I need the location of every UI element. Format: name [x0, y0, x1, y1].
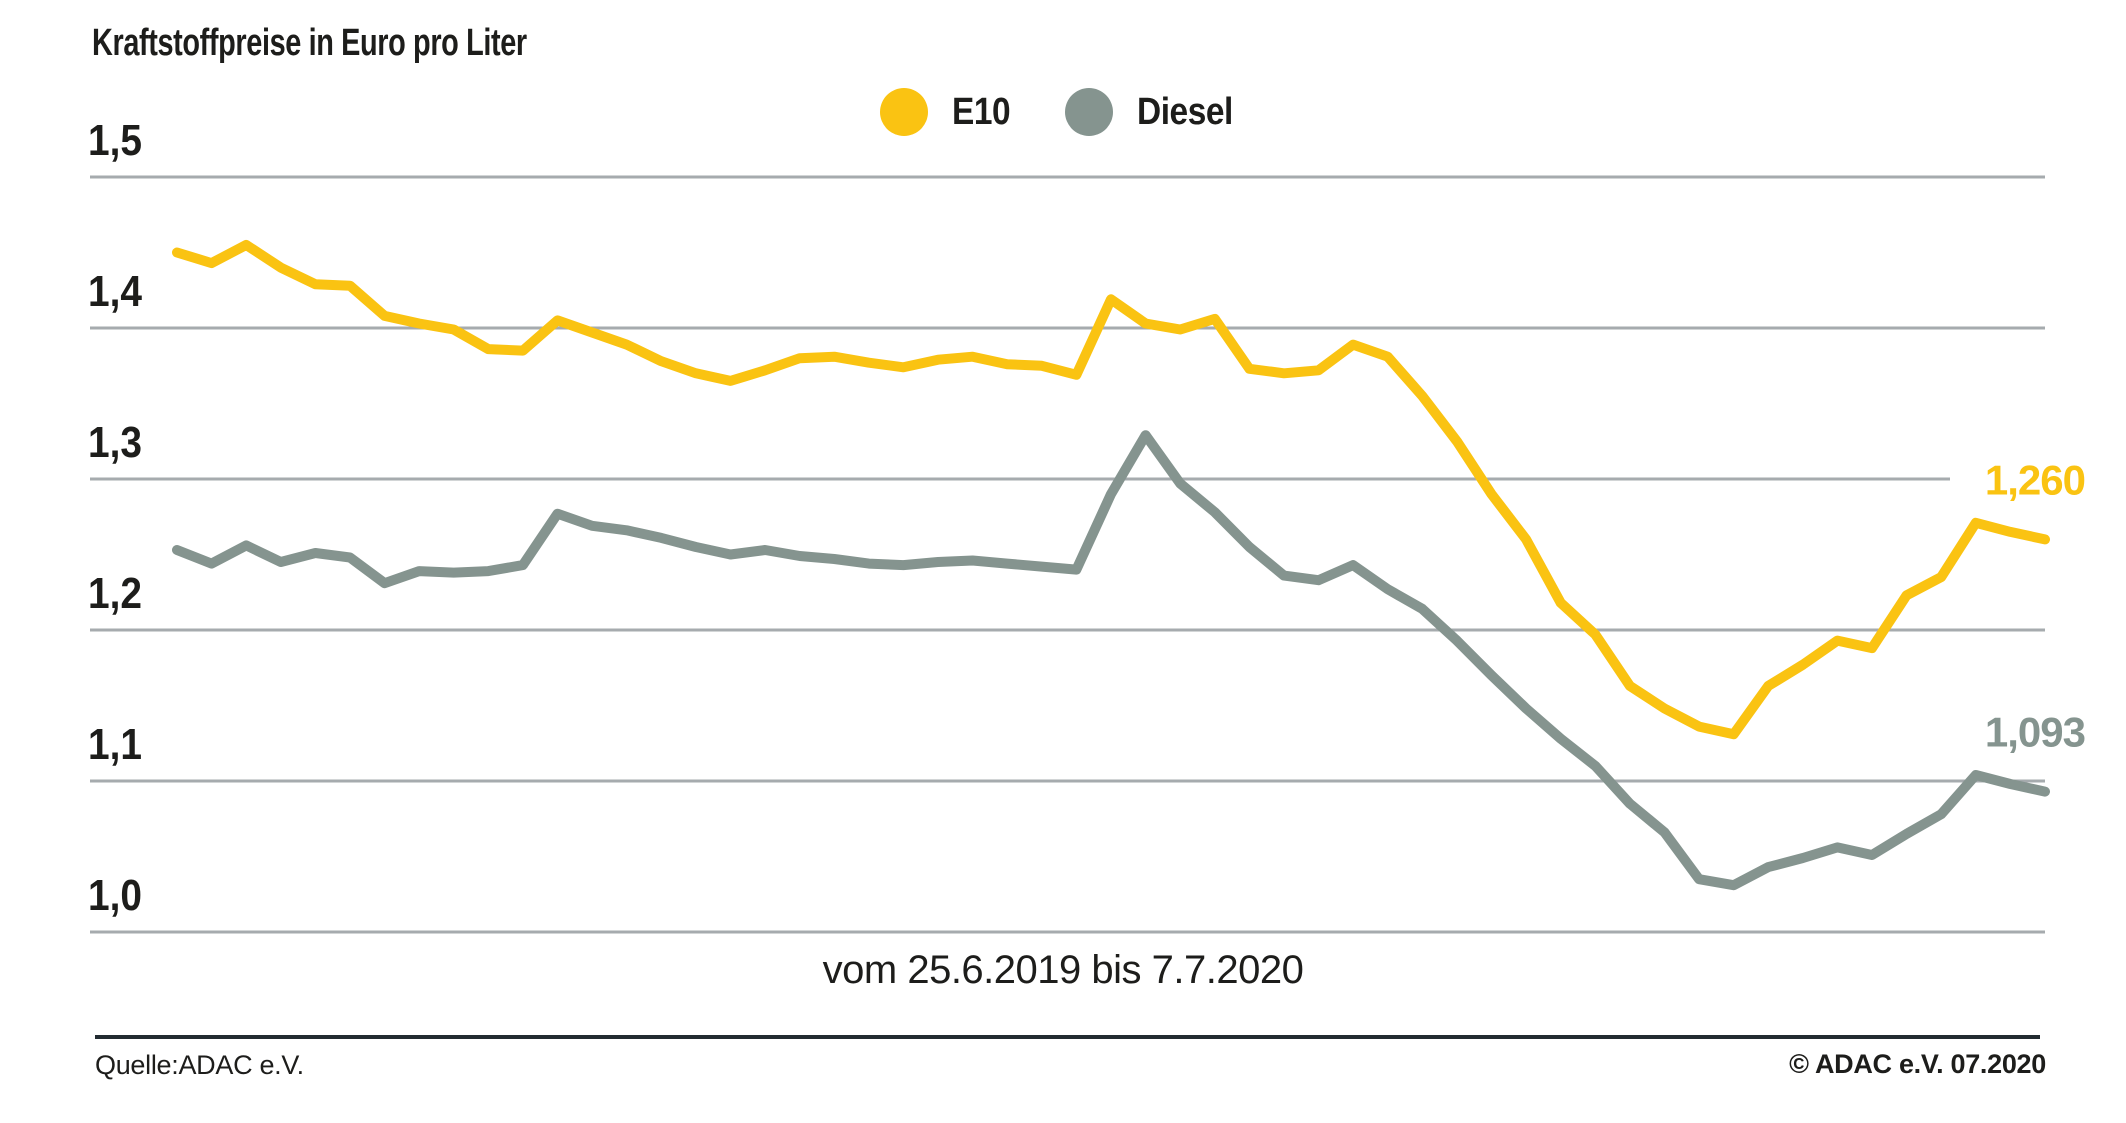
footer-divider [95, 1035, 2040, 1039]
legend-label-e10: E10 [952, 90, 1011, 133]
end-label-backing [1950, 454, 2090, 507]
y-tick-label: 1,1 [88, 720, 142, 769]
y-tick-label: 1,5 [88, 116, 142, 165]
series-end-label-diesel: 1,093 [1985, 709, 2085, 756]
y-tick-label: 1,4 [88, 267, 142, 316]
series-line-e10 [172, 239, 2050, 740]
copyright-note: © ADAC e.V. 07.2020 [1789, 1049, 2046, 1079]
legend-item-diesel: Diesel [1064, 88, 1246, 136]
chart-legend: E10 Diesel [0, 88, 2126, 136]
diesel-dot-icon [1064, 88, 1113, 136]
series-line-diesel [172, 430, 2050, 891]
e10-dot-icon [880, 88, 929, 136]
legend-item-e10: E10 [880, 88, 1018, 136]
series-end-label-e10: 1,260 [1985, 456, 2085, 503]
x-axis-caption: vom 25.6.2019 bis 7.7.2020 [822, 948, 1304, 992]
legend-label-diesel: Diesel [1136, 90, 1233, 133]
y-tick-label: 1,0 [88, 871, 142, 920]
end-label-backing [1950, 706, 2090, 759]
source-note: Quelle:ADAC e.V. [95, 1050, 304, 1080]
page-title: Kraftstoffpreise in Euro pro Liter [92, 22, 527, 64]
y-tick-label: 1,3 [88, 418, 142, 467]
y-tick-label: 1,2 [88, 569, 142, 618]
